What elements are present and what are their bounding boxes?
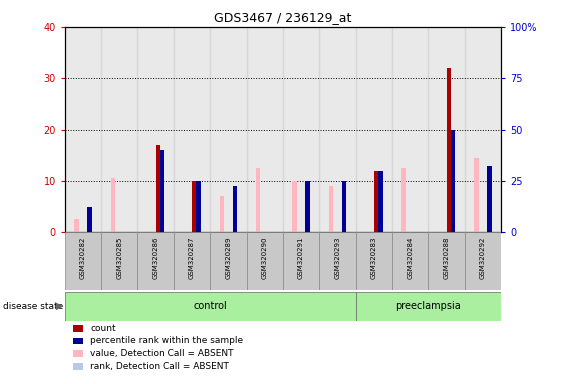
Bar — [428, 27, 464, 232]
Bar — [210, 27, 247, 232]
Bar — [306, 181, 310, 232]
Bar — [101, 27, 137, 232]
Bar — [464, 232, 501, 290]
Bar — [356, 232, 392, 290]
Text: GSM320289: GSM320289 — [225, 236, 231, 279]
Text: ▶: ▶ — [56, 301, 64, 311]
Bar — [65, 232, 101, 290]
Bar — [392, 232, 428, 290]
Bar — [87, 207, 92, 232]
Bar — [392, 27, 428, 232]
Bar — [378, 170, 382, 232]
Bar — [283, 27, 319, 232]
Bar — [464, 27, 501, 232]
Text: GSM320286: GSM320286 — [153, 236, 159, 279]
Text: rank, Detection Call = ABSENT: rank, Detection Call = ABSENT — [90, 362, 229, 371]
Bar — [451, 130, 455, 232]
Text: GSM320285: GSM320285 — [117, 236, 122, 279]
Text: GSM320288: GSM320288 — [444, 236, 449, 279]
Bar — [283, 232, 319, 290]
Text: GSM320293: GSM320293 — [334, 236, 341, 279]
Bar — [174, 232, 210, 290]
Text: GSM320287: GSM320287 — [189, 236, 195, 279]
Bar — [110, 179, 115, 232]
Text: GSM320292: GSM320292 — [480, 236, 486, 279]
Bar — [446, 68, 451, 232]
Bar — [160, 150, 164, 232]
Text: GSM320283: GSM320283 — [371, 236, 377, 279]
Bar — [137, 232, 174, 290]
Text: preeclampsia: preeclampsia — [395, 301, 461, 311]
Text: control: control — [193, 301, 227, 311]
Text: value, Detection Call = ABSENT: value, Detection Call = ABSENT — [90, 349, 234, 358]
Bar — [319, 27, 356, 232]
Bar — [487, 166, 491, 232]
Text: GSM320282: GSM320282 — [80, 236, 86, 279]
Bar — [174, 27, 210, 232]
Text: count: count — [90, 324, 116, 333]
Bar — [329, 186, 333, 232]
Text: GSM320291: GSM320291 — [298, 236, 304, 279]
Bar — [65, 292, 356, 321]
Bar — [101, 232, 137, 290]
Bar — [155, 145, 160, 232]
Bar — [356, 27, 392, 232]
Bar — [342, 181, 346, 232]
Bar — [137, 27, 174, 232]
Title: GDS3467 / 236129_at: GDS3467 / 236129_at — [214, 11, 352, 24]
Bar — [74, 220, 79, 232]
Bar — [192, 181, 196, 232]
Bar — [374, 170, 378, 232]
Bar — [292, 181, 297, 232]
Bar — [65, 27, 101, 232]
Bar — [247, 27, 283, 232]
Bar — [256, 168, 260, 232]
Bar — [220, 196, 224, 232]
Bar — [356, 292, 501, 321]
Text: disease state: disease state — [3, 302, 63, 311]
Bar — [233, 186, 237, 232]
Text: percentile rank within the sample: percentile rank within the sample — [90, 336, 243, 346]
Bar — [401, 168, 406, 232]
Bar — [428, 232, 464, 290]
Bar — [247, 232, 283, 290]
Bar — [319, 232, 356, 290]
Text: GSM320284: GSM320284 — [407, 236, 413, 279]
Bar — [474, 158, 479, 232]
Bar — [210, 232, 247, 290]
Text: GSM320290: GSM320290 — [262, 236, 268, 279]
Bar — [196, 181, 201, 232]
